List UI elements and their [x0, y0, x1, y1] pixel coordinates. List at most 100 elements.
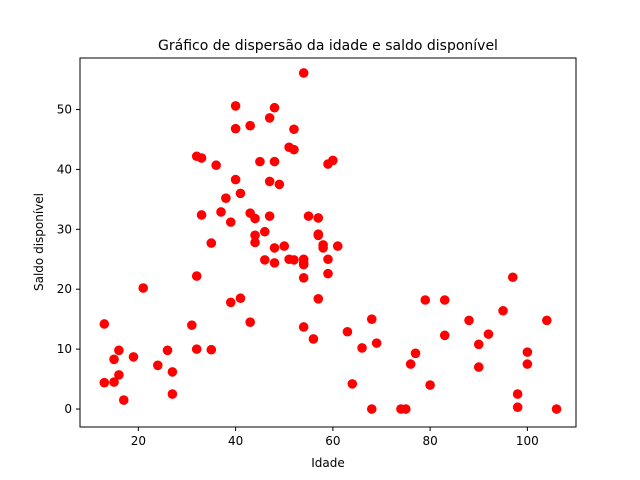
- data-point: [250, 213, 260, 224]
- data-point: [128, 352, 139, 362]
- data-point: [439, 330, 450, 341]
- data-point: [264, 176, 275, 187]
- data-point: [206, 344, 217, 355]
- data-point: [167, 367, 178, 377]
- data-point: [264, 113, 275, 123]
- data-point: [259, 226, 270, 237]
- data-point: [401, 404, 411, 414]
- data-point: [206, 238, 217, 248]
- data-point: [308, 334, 319, 344]
- data-point: [357, 343, 367, 353]
- data-points: [99, 68, 562, 414]
- x-tick-label: 100: [516, 434, 539, 448]
- data-point: [235, 293, 246, 304]
- data-point: [473, 362, 484, 372]
- data-point: [269, 156, 280, 167]
- data-point: [153, 360, 163, 371]
- data-point: [216, 207, 226, 217]
- y-tick-label: 20: [57, 282, 72, 296]
- data-point: [298, 68, 309, 78]
- data-point: [289, 144, 299, 155]
- data-point: [405, 359, 416, 369]
- y-tick-label: 30: [57, 222, 72, 236]
- data-point: [298, 273, 309, 283]
- y-tick-label: 0: [64, 402, 72, 416]
- data-point: [191, 271, 202, 281]
- data-point: [483, 329, 494, 339]
- data-point: [99, 319, 110, 329]
- data-point: [289, 255, 299, 265]
- data-point: [269, 258, 280, 268]
- data-point: [211, 160, 221, 171]
- data-point: [99, 377, 110, 388]
- data-point: [167, 389, 178, 399]
- data-point: [118, 395, 129, 405]
- y-tick-label: 50: [57, 103, 72, 117]
- y-tick-label: 40: [57, 162, 72, 176]
- data-point: [313, 213, 324, 223]
- data-point: [464, 315, 474, 326]
- data-point: [342, 326, 353, 337]
- data-point: [187, 320, 197, 330]
- data-point: [114, 345, 124, 356]
- data-point: [196, 153, 207, 163]
- data-point: [255, 156, 265, 167]
- data-point: [274, 179, 285, 190]
- data-point: [313, 230, 324, 241]
- data-point: [225, 217, 236, 227]
- data-point: [245, 317, 255, 327]
- data-point: [298, 322, 309, 332]
- data-point: [250, 230, 260, 241]
- data-point: [196, 210, 207, 220]
- data-point: [542, 315, 552, 326]
- data-point: [420, 295, 431, 305]
- y-axis-ticks: 0 10 20 30 40 50: [57, 103, 80, 416]
- data-point: [318, 243, 328, 253]
- data-point: [225, 297, 236, 308]
- data-point: [323, 254, 333, 265]
- data-point: [138, 283, 149, 293]
- data-point: [298, 259, 309, 270]
- data-point: [245, 120, 255, 131]
- data-point: [323, 268, 333, 279]
- data-point: [498, 305, 508, 316]
- data-point: [230, 101, 241, 111]
- data-point: [303, 211, 314, 221]
- data-point: [162, 345, 173, 356]
- data-point: [250, 237, 260, 248]
- y-axis-label: Saldo disponível: [32, 193, 46, 291]
- x-axis-label: Idade: [311, 456, 345, 470]
- data-point: [512, 389, 523, 399]
- x-tick-label: 40: [228, 434, 243, 448]
- data-point: [425, 380, 435, 390]
- x-tick-label: 60: [325, 434, 340, 448]
- data-point: [230, 174, 241, 185]
- data-point: [328, 155, 338, 166]
- x-tick-label: 80: [422, 434, 437, 448]
- data-point: [191, 344, 202, 354]
- data-point: [269, 243, 280, 253]
- x-axis-ticks: 20 40 60 80 100: [131, 427, 539, 448]
- data-point: [109, 354, 119, 365]
- data-point: [347, 379, 358, 389]
- chart-title: Gráfico de dispersão da idade e saldo di…: [158, 38, 498, 54]
- data-point: [289, 124, 299, 135]
- data-point: [230, 123, 241, 134]
- data-point: [439, 295, 450, 305]
- data-point: [551, 404, 562, 414]
- data-point: [109, 377, 119, 387]
- plot-frame: [79, 57, 577, 428]
- data-point: [366, 314, 377, 324]
- data-point: [235, 188, 246, 199]
- data-point: [313, 294, 324, 304]
- data-point: [259, 255, 270, 265]
- data-point: [522, 347, 533, 357]
- data-point: [410, 348, 421, 359]
- data-point: [522, 359, 533, 369]
- x-tick-label: 20: [131, 434, 146, 448]
- data-point: [269, 102, 280, 113]
- data-point: [332, 241, 343, 251]
- data-point: [264, 211, 275, 221]
